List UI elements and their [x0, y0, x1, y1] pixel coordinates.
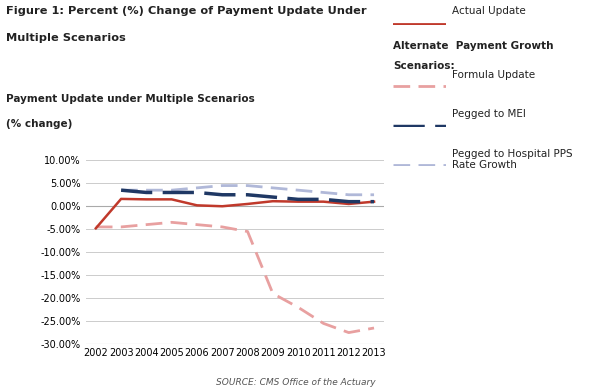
Text: Formula Update: Formula Update	[452, 70, 535, 81]
Text: Payment Update under Multiple Scenarios: Payment Update under Multiple Scenarios	[6, 94, 255, 104]
Text: (% change): (% change)	[6, 119, 72, 129]
Text: Actual Update: Actual Update	[452, 6, 526, 16]
Text: Alternate  Payment Growth: Alternate Payment Growth	[393, 41, 554, 51]
Text: Scenarios:: Scenarios:	[393, 61, 454, 71]
Text: Multiple Scenarios: Multiple Scenarios	[6, 33, 126, 43]
Text: Figure 1: Percent (%) Change of Payment Update Under: Figure 1: Percent (%) Change of Payment …	[6, 6, 366, 16]
Text: Pegged to MEI: Pegged to MEI	[452, 109, 526, 120]
Text: Pegged to Hospital PPS
Rate Growth: Pegged to Hospital PPS Rate Growth	[452, 149, 573, 170]
Text: SOURCE: CMS Office of the Actuary: SOURCE: CMS Office of the Actuary	[216, 378, 375, 387]
